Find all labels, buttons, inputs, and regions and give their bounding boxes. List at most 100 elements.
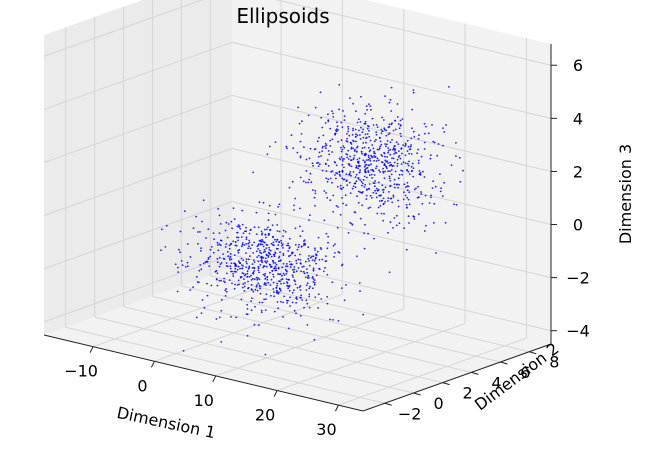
scatter-point <box>391 139 393 141</box>
scatter-point <box>396 162 399 165</box>
scatter-point <box>302 265 305 268</box>
scatter-point <box>243 278 245 280</box>
scatter-point <box>230 270 232 273</box>
scatter-point <box>216 284 219 287</box>
scatter-point <box>278 255 281 258</box>
scatter-point <box>265 247 268 250</box>
scatter-point <box>267 212 270 215</box>
scatter-point <box>417 213 420 216</box>
scatter-point <box>299 285 302 287</box>
scatter-point <box>366 176 368 179</box>
scatter-point <box>390 164 393 166</box>
scatter-point <box>361 182 364 185</box>
scatter-point <box>298 122 301 125</box>
scatter-point <box>303 306 305 309</box>
scatter-point <box>288 186 291 189</box>
scatter-point <box>268 204 271 207</box>
scatter-point <box>382 119 385 121</box>
scatter-point <box>412 175 415 178</box>
scatter-point <box>264 257 267 259</box>
scatter-point <box>408 152 411 155</box>
scatter-point <box>192 286 195 289</box>
scatter-point <box>385 129 387 132</box>
scatter-point <box>219 223 222 225</box>
scatter-point <box>388 132 391 135</box>
scatter-point <box>276 238 279 241</box>
z-tick-label: −2 <box>566 269 590 288</box>
scatter-point <box>337 140 339 143</box>
scatter-point <box>255 276 258 279</box>
scatter-point <box>253 241 256 244</box>
scatter-point <box>259 264 262 266</box>
scatter-point <box>393 178 396 181</box>
scatter-point <box>285 278 288 280</box>
scatter-point <box>264 272 266 275</box>
scatter-point <box>321 145 324 148</box>
scatter-point <box>314 189 317 192</box>
scatter-point <box>303 242 305 245</box>
grid-line-z <box>43 0 204 57</box>
scatter-point <box>351 187 354 190</box>
scatter-point <box>391 201 394 204</box>
scatter-point <box>377 159 380 162</box>
scatter-point <box>373 140 376 143</box>
scatter-point <box>299 155 302 158</box>
scatter-point <box>283 274 286 276</box>
scatter-point <box>243 290 246 292</box>
scatter-point <box>261 232 264 235</box>
scatter-point <box>342 110 344 112</box>
scatter-point <box>355 164 358 167</box>
scatter-point <box>212 251 215 254</box>
grid-line-x <box>154 293 343 362</box>
scatter-point <box>257 267 260 270</box>
scatter-point <box>325 144 328 147</box>
grid-line-z <box>231 254 552 332</box>
scatter-point <box>423 230 426 232</box>
scatter-point <box>407 170 410 173</box>
scatter-point <box>396 183 398 186</box>
scatter-point <box>235 316 238 319</box>
scatter-point <box>367 232 369 235</box>
scatter-point <box>392 147 395 150</box>
scatter-point <box>384 95 386 97</box>
axis-lines <box>43 44 557 412</box>
scatter-point <box>327 113 329 116</box>
scatter-point <box>241 223 244 226</box>
scatter-point <box>299 140 302 143</box>
scatter-point <box>350 159 353 162</box>
scatter-point <box>363 186 366 188</box>
scatter-point <box>352 102 354 105</box>
scatter-point <box>293 271 295 273</box>
scatter-point <box>314 106 317 109</box>
scatter-point <box>229 259 231 261</box>
scatter-point <box>441 195 444 198</box>
scatter-point <box>406 181 409 184</box>
scatter-point <box>342 186 345 189</box>
scatter-point <box>198 269 201 272</box>
scatter-point <box>247 280 249 283</box>
scatter-point <box>321 150 323 153</box>
scatter-point <box>230 220 233 223</box>
scatter-point <box>252 252 255 254</box>
scatter-point <box>215 269 218 272</box>
scatter-point <box>312 164 314 167</box>
scatter-point <box>223 280 225 283</box>
scatter-point <box>227 223 230 225</box>
scatter-point <box>270 242 273 245</box>
scatter-point <box>234 244 237 247</box>
scatter-point <box>262 245 265 248</box>
scatter-point <box>417 159 420 162</box>
scatter-point <box>378 147 381 150</box>
scatter-point <box>237 279 240 282</box>
scatter-point <box>282 243 284 246</box>
scatter-point <box>246 303 249 306</box>
scatter-point <box>295 301 297 304</box>
scatter-point <box>347 232 350 234</box>
grid-line-x <box>215 308 404 377</box>
scatter-point <box>272 260 274 263</box>
scatter-point <box>222 253 225 256</box>
scatter-point <box>403 183 406 186</box>
scatter-point <box>387 170 389 173</box>
scatter-point <box>376 148 379 151</box>
floor-pane <box>44 268 551 411</box>
